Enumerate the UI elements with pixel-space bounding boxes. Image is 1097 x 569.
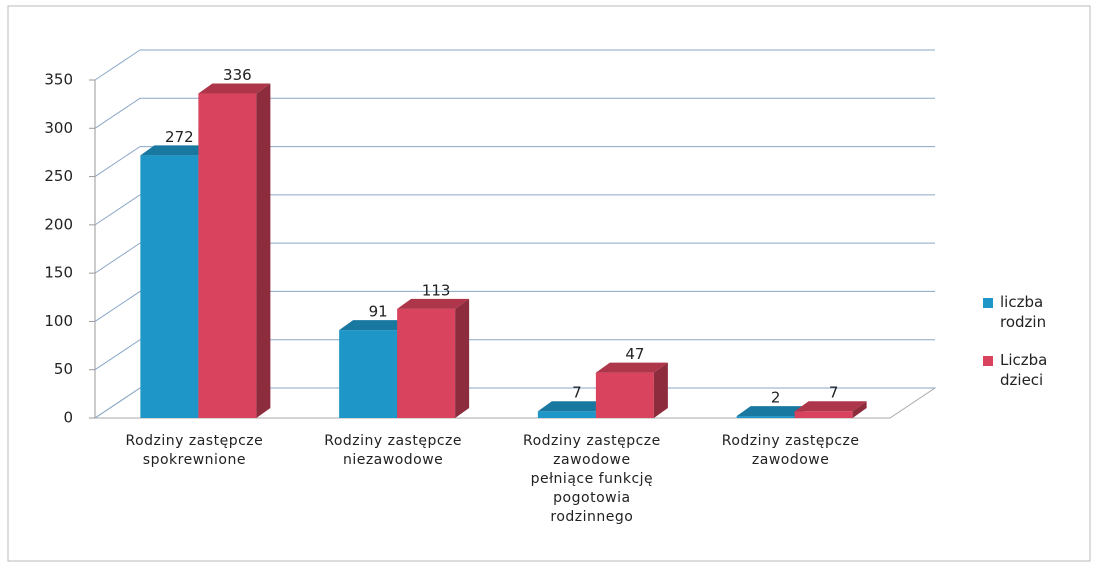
y-tick-label: 0: [63, 409, 73, 427]
bar-top: [397, 298, 470, 309]
y-tick-label: 350: [44, 71, 73, 89]
bar: [198, 93, 257, 419]
value-label: 7: [829, 384, 839, 402]
bar-top: [198, 83, 271, 94]
y-tick-label: 200: [44, 215, 73, 233]
grid-line: [94, 194, 935, 226]
x-tick-label: Rodziny zastępcze niezawodowe: [324, 433, 463, 468]
y-tick-label: 250: [44, 167, 73, 185]
bar-top: [140, 145, 213, 156]
grid-line: [94, 242, 935, 274]
x-tick-label: Rodziny zastępcze zawodowe pełniące funk…: [522, 433, 661, 525]
bar: [339, 330, 398, 418]
bar: [736, 416, 795, 418]
grid-line: [94, 290, 935, 322]
grid-line: [94, 146, 935, 177]
bar: [595, 372, 654, 418]
bar-top: [736, 406, 809, 417]
y-tick-label: 150: [44, 264, 73, 282]
bar-top: [794, 401, 867, 412]
legend-label: liczba rodzin: [1000, 293, 1047, 331]
x-tick-label: Rodziny zastępcze zawodowe: [721, 433, 860, 468]
value-label: 272: [165, 128, 194, 146]
value-label: 2: [771, 389, 781, 407]
bar: [397, 308, 456, 418]
y-tick-label: 300: [44, 119, 73, 137]
value-label: 7: [572, 384, 582, 402]
grid-line: [94, 97, 935, 129]
legend-label: Liczba dzieci: [1000, 351, 1048, 389]
value-label: 91: [369, 303, 388, 321]
bar-side: [653, 362, 668, 418]
value-label: 47: [625, 345, 644, 363]
legend-swatch: [983, 298, 993, 308]
bar-side: [256, 83, 271, 419]
grid-line: [94, 387, 935, 419]
grid-line: [94, 339, 935, 371]
value-label: 113: [422, 281, 451, 299]
bar: [537, 411, 596, 418]
bar-side: [852, 401, 867, 418]
value-label: 336: [223, 66, 252, 84]
chart-border: [7, 5, 1091, 562]
x-tick-label: Rodziny zastępcze spokrewnione: [125, 433, 264, 468]
y-tick-label: 100: [44, 312, 73, 330]
bar-top: [339, 320, 412, 331]
y-tick-label: 50: [54, 360, 73, 378]
legend-swatch: [983, 356, 993, 366]
grid-line: [94, 49, 935, 81]
bar: [794, 411, 853, 418]
bar-side: [455, 298, 470, 418]
bar-top: [537, 401, 610, 412]
bar: [140, 155, 199, 418]
bar-top: [595, 362, 668, 373]
